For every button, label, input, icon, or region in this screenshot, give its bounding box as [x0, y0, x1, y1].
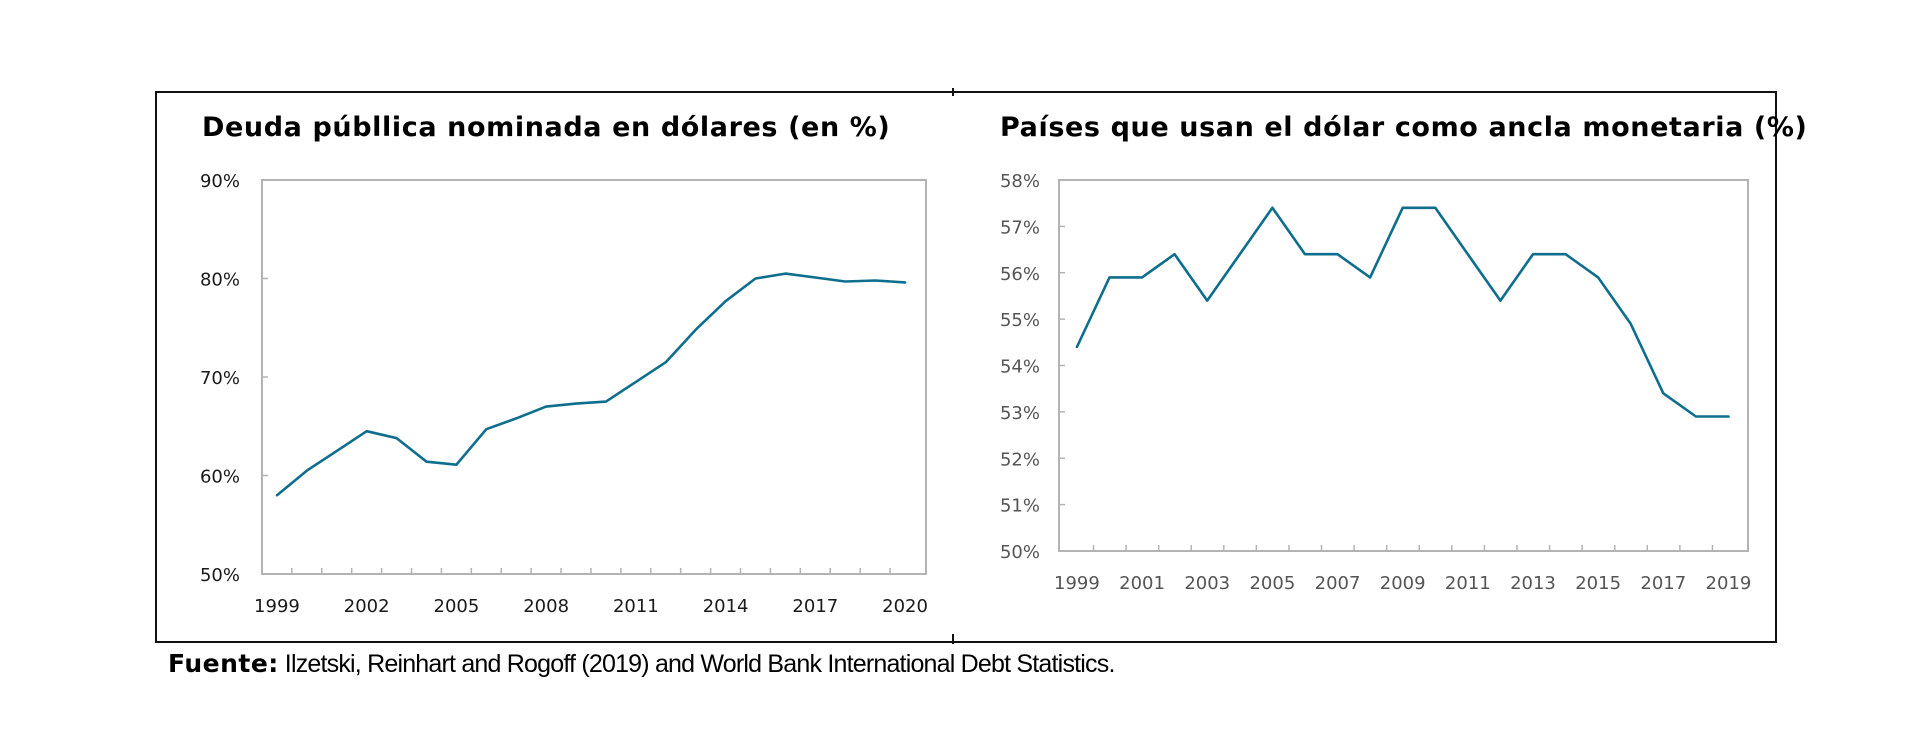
x-tick-label: 2001 — [1119, 573, 1165, 594]
x-tick-label: 2014 — [703, 596, 749, 617]
y-tick-label: 90% — [200, 171, 240, 192]
x-tick-label: 2017 — [1640, 573, 1686, 594]
series-line — [275, 272, 907, 497]
y-tick-label: 54% — [1000, 357, 1040, 378]
x-tick-label: 2017 — [792, 596, 838, 617]
y-tick-label: 56% — [1000, 264, 1040, 285]
panel-divider-top — [952, 88, 954, 96]
y-tick-label: 80% — [200, 270, 240, 291]
x-tick-label: 2005 — [434, 596, 480, 617]
x-tick-label: 2011 — [1445, 573, 1491, 594]
y-tick-label: 51% — [1000, 496, 1040, 517]
panel-divider-bottom — [952, 634, 954, 644]
y-tick-label: 55% — [1000, 310, 1040, 331]
chart-title-right: Países que usan el dólar como ancla mone… — [1000, 112, 1808, 143]
x-tick-label: 2002 — [344, 596, 390, 617]
figure-frame — [155, 91, 1777, 643]
x-tick-label: 2003 — [1184, 573, 1230, 594]
y-tick-label: 58% — [1000, 171, 1040, 192]
y-tick-label: 53% — [1000, 403, 1040, 424]
x-tick-label: 1999 — [1054, 573, 1100, 594]
chart-right: 50% 51% 52% 53% 54% 55% 56% 57% 58% 1999 2001 2003 2… — [1000, 171, 1751, 594]
x-tick-label: 2007 — [1315, 573, 1361, 594]
y-tick-label: 60% — [200, 467, 240, 488]
y-tick-label: 50% — [1000, 542, 1040, 563]
x-tick-label: 2019 — [1706, 573, 1752, 594]
y-tick-label: 70% — [200, 368, 240, 389]
x-tick-label: 2005 — [1249, 573, 1295, 594]
x-tick-label: 2015 — [1575, 573, 1621, 594]
plot-area-frame — [261, 179, 927, 575]
x-tick-label: 2008 — [523, 596, 569, 617]
x-tick-label: 2020 — [882, 596, 928, 617]
chart-title-left: Deuda públlica nominada en dólares (en %… — [202, 112, 891, 143]
y-tick-label: 57% — [1000, 217, 1040, 238]
plot-area-frame — [1058, 179, 1749, 552]
x-tick-label: 1999 — [254, 596, 300, 617]
source-text: Ilzetski, Reinhart and Rogoff (2019) and… — [284, 650, 1116, 678]
source-note: Fuente: Ilzetski, Reinhart and Rogoff (20… — [168, 649, 1115, 679]
series-line — [1075, 206, 1730, 418]
y-tick-label: 50% — [200, 565, 240, 586]
chart-left: 50% 60% 70% 80% 90% 1999 2002 2005 2008 2011 2014 2… — [200, 171, 928, 617]
x-tick-label: 2011 — [613, 596, 659, 617]
source-label: Fuente: — [168, 649, 279, 678]
x-tick-label: 2013 — [1510, 573, 1556, 594]
y-tick-label: 52% — [1000, 449, 1040, 470]
x-tick-label: 2009 — [1380, 573, 1426, 594]
